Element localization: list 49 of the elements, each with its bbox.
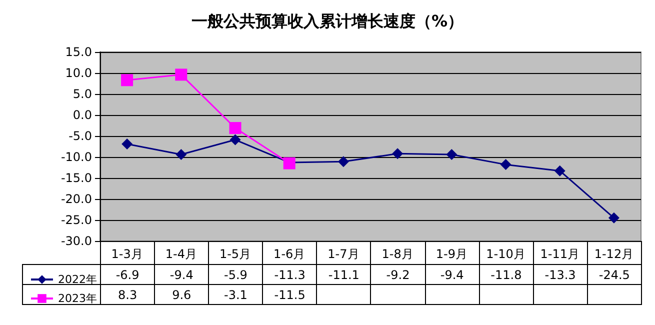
y-tick-label: 5.0 [72,87,92,101]
point [392,148,404,160]
y-tick-label: 15.0 [65,45,92,59]
data-label: -13.3 [533,264,588,284]
data-label: -9.2 [370,264,426,284]
data-label: -3.1 [208,284,263,304]
data-label: 9.6 [154,284,209,304]
y-tick-label: -20.0 [60,192,92,206]
point [446,148,458,160]
data-label: -6.9 [100,264,155,284]
data-label: -11.5 [262,284,317,304]
point [175,68,188,81]
x-tick-label: 1-8月 [382,247,414,261]
data-label: -11.3 [262,264,317,284]
y-tick-label: -25.0 [60,213,92,227]
x-tick-label: 1-12月 [594,247,634,261]
y-tick-label: -15.0 [60,171,92,185]
point [500,159,512,170]
chart-title: 一般公共预算收入累计增长速度（%） [191,12,464,30]
y-tick-label: -5.0 [68,129,92,143]
data-label: 8.3 [100,284,155,304]
y-tick-label: 0.0 [72,108,92,122]
point [121,74,134,86]
x-tick-label: 1-4月 [165,247,197,261]
x-tick-label: 1-3月 [111,247,143,261]
data-label: -24.5 [587,264,642,284]
point [229,122,242,134]
x-tick-label: 1-9月 [436,247,468,261]
point [230,134,241,146]
data-label: -9.4 [425,264,480,284]
point [176,148,187,160]
legend-label: 2023年 [58,292,97,305]
y-tick-label: 10.0 [65,66,92,80]
legend-label: 2022年 [58,273,97,286]
data-label: -11.1 [316,264,371,284]
data-label: -5.9 [208,264,263,284]
x-tick-label: 1-7月 [328,247,360,261]
point [608,212,620,224]
point [338,156,349,168]
y-tick-label: -10.0 [60,150,92,164]
x-tick-label: 1-10月 [486,247,526,261]
data-label: -9.4 [154,264,209,284]
y-tick-label: -30.0 [60,234,92,248]
x-tick-label: 1-6月 [274,247,306,261]
point [122,138,133,150]
x-tick-label: 1-11月 [540,247,580,261]
point [554,165,566,176]
data-label: -11.8 [479,264,534,284]
x-tick-label: 1-5月 [219,247,252,261]
